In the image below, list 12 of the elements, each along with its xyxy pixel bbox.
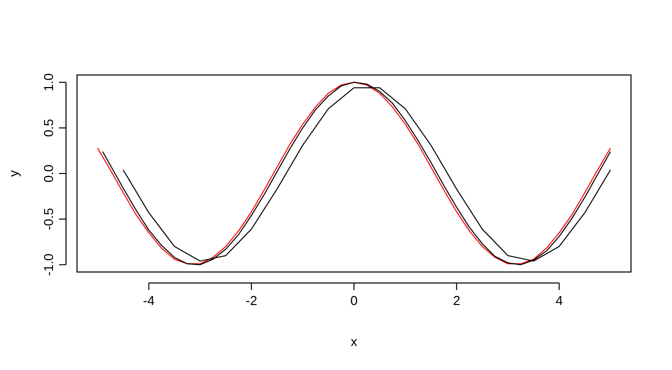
y-axis-title: y	[6, 170, 21, 177]
y-tick-label: 1.0	[41, 73, 56, 92]
x-tick-label: 0	[350, 293, 358, 308]
y-tick-label: -0.5	[41, 208, 56, 230]
x-tick-label: 2	[452, 293, 460, 308]
x-tick-label: -2	[246, 293, 258, 308]
x-tick-label: 4	[556, 293, 563, 308]
y-tick-label: 0.0	[41, 164, 56, 183]
y-tick-label: 0.5	[41, 118, 56, 137]
x-axis-title: x	[350, 334, 358, 349]
y-tick-label: -1.0	[41, 254, 56, 276]
x-tick-label: -4	[143, 293, 155, 308]
